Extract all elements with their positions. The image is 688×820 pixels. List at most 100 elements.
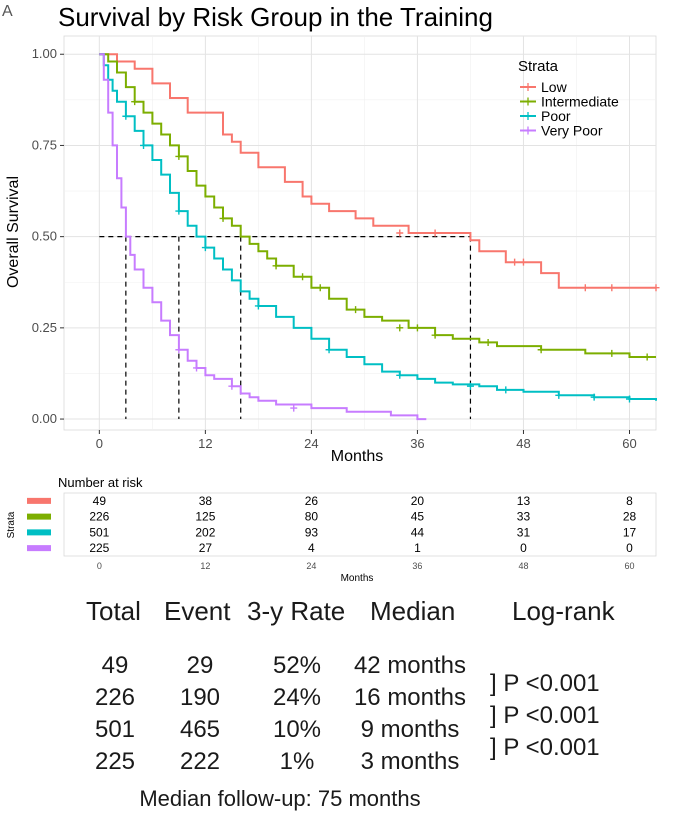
censor-mark-poor — [140, 141, 148, 149]
censor-mark-intermediate — [537, 346, 545, 354]
risk-count: 45 — [411, 510, 425, 524]
censor-mark-intermediate — [175, 152, 183, 160]
legend-key-censor — [524, 126, 532, 135]
row-median: 3 months — [360, 748, 460, 775]
censor-mark-intermediate — [643, 353, 651, 361]
censor-mark-intermediate — [608, 349, 616, 357]
row-rate: 24% — [272, 684, 322, 711]
risk-count: 26 — [305, 494, 319, 508]
logrank-p: ] P <0.001 — [490, 734, 600, 761]
x-tick-label: 36 — [410, 436, 424, 451]
censor-mark-intermediate — [413, 324, 421, 332]
risk-count: 501 — [89, 525, 109, 539]
censor-mark-low — [396, 229, 404, 237]
x-tick-label: 60 — [622, 436, 636, 451]
legend-label: Poor — [541, 108, 571, 124]
risk-x-tick-label: 48 — [518, 561, 528, 571]
row-total: 501 — [94, 716, 136, 743]
survival-figure: A Survival by Risk Group in the Training… — [2, 2, 660, 584]
censor-mark-poor — [254, 302, 262, 310]
censor-mark-poor — [502, 386, 510, 394]
row-total: 49 — [101, 652, 129, 679]
row-median: 9 months — [360, 716, 460, 743]
logrank-p: ] P <0.001 — [490, 670, 600, 697]
censor-mark-poor — [396, 371, 404, 379]
x-tick-label: 24 — [304, 436, 318, 451]
risk-row-key — [27, 497, 51, 504]
risk-count: 49 — [93, 494, 107, 508]
censor-mark-intermediate — [299, 273, 307, 281]
row-total: 226 — [94, 684, 136, 711]
risk-count: 20 — [411, 494, 425, 508]
censor-mark-low — [652, 284, 660, 292]
survival-curve-intermediate — [99, 53, 656, 358]
row-median: 16 months — [353, 684, 467, 711]
risk-x-tick-label: 12 — [200, 561, 210, 571]
censor-mark-intermediate — [131, 98, 139, 106]
legend-key-censor — [524, 83, 532, 91]
header-3y-rate: 3-y Rate — [247, 596, 346, 626]
plot-panel: 0 12 24 36 48 60 0.00 0.25 0.50 0.75 1.00 — [32, 35, 660, 451]
risk-count: 4 — [308, 541, 315, 555]
chart-title: Survival by Risk Group in the Training — [58, 2, 493, 32]
row-event: 29 — [186, 652, 214, 679]
survival-curve-very-poor — [99, 53, 427, 421]
row-total: 225 — [94, 748, 136, 775]
header-event: Event — [164, 596, 231, 626]
censor-mark-intermediate — [272, 262, 280, 270]
risk-count: 125 — [195, 510, 215, 524]
panel-label: A — [2, 3, 13, 20]
censor-mark-poor — [122, 112, 130, 120]
risk-count: 44 — [411, 525, 425, 539]
y-axis-label: Overall Survival — [5, 176, 22, 288]
censor-mark-poor — [466, 382, 474, 390]
risk-table-panel — [63, 492, 657, 557]
censor-mark-low — [519, 258, 527, 266]
legend-label: Low — [541, 79, 568, 95]
risk-x-label: Months — [341, 573, 374, 584]
row-event: 465 — [179, 716, 221, 743]
risk-count: 31 — [517, 525, 531, 539]
legend-label: Intermediate — [541, 94, 619, 110]
censor-mark-low — [431, 229, 439, 237]
censor-mark-poor — [325, 346, 333, 354]
censor-mark-intermediate — [431, 331, 439, 339]
censor-mark-very-poor — [228, 382, 236, 390]
y-tick-label: 1.00 — [32, 46, 57, 61]
risk-count: 13 — [517, 494, 531, 508]
row-median: 42 months — [353, 652, 467, 679]
y-tick-label: 0.50 — [32, 229, 57, 244]
risk-count: 202 — [195, 525, 215, 539]
risk-count: 8 — [626, 494, 633, 508]
risk-count: 38 — [199, 494, 213, 508]
header-logrank: Log-rank — [512, 596, 615, 626]
row-rate: 10% — [272, 716, 322, 743]
censor-mark-poor — [625, 395, 633, 403]
logrank-p: ] P <0.001 — [490, 702, 600, 729]
censor-mark-poor — [555, 391, 563, 399]
censor-mark-intermediate — [316, 284, 324, 292]
header-median: Median — [370, 596, 456, 626]
risk-x-tick-label: 24 — [306, 561, 316, 571]
censor-mark-intermediate — [352, 306, 360, 314]
censor-mark-low — [511, 258, 519, 266]
risk-count: 80 — [305, 510, 319, 524]
median-follow-up: Median follow-up: 75 months — [139, 786, 421, 811]
risk-count: 0 — [520, 541, 527, 555]
censor-mark-poor — [175, 207, 183, 215]
row-event: 222 — [179, 748, 221, 775]
survival-curve-poor — [99, 53, 657, 401]
risk-count: 27 — [199, 541, 213, 555]
y-tick-label: 0.00 — [32, 411, 57, 426]
row-rate: 52% — [272, 652, 322, 679]
risk-count: 93 — [305, 525, 319, 539]
risk-count: 0 — [626, 541, 633, 555]
row-rate: 1% — [279, 748, 315, 775]
censor-mark-intermediate — [396, 324, 404, 332]
risk-row-key — [27, 529, 51, 536]
risk-table-title: Number at risk — [58, 475, 143, 490]
risk-count: 225 — [89, 541, 109, 555]
survival-curve-low — [99, 53, 656, 289]
risk-row-key — [27, 545, 51, 552]
